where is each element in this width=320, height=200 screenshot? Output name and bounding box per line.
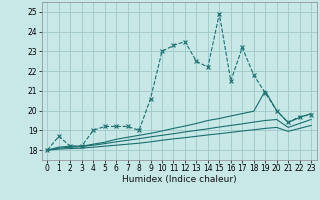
X-axis label: Humidex (Indice chaleur): Humidex (Indice chaleur) — [122, 175, 236, 184]
